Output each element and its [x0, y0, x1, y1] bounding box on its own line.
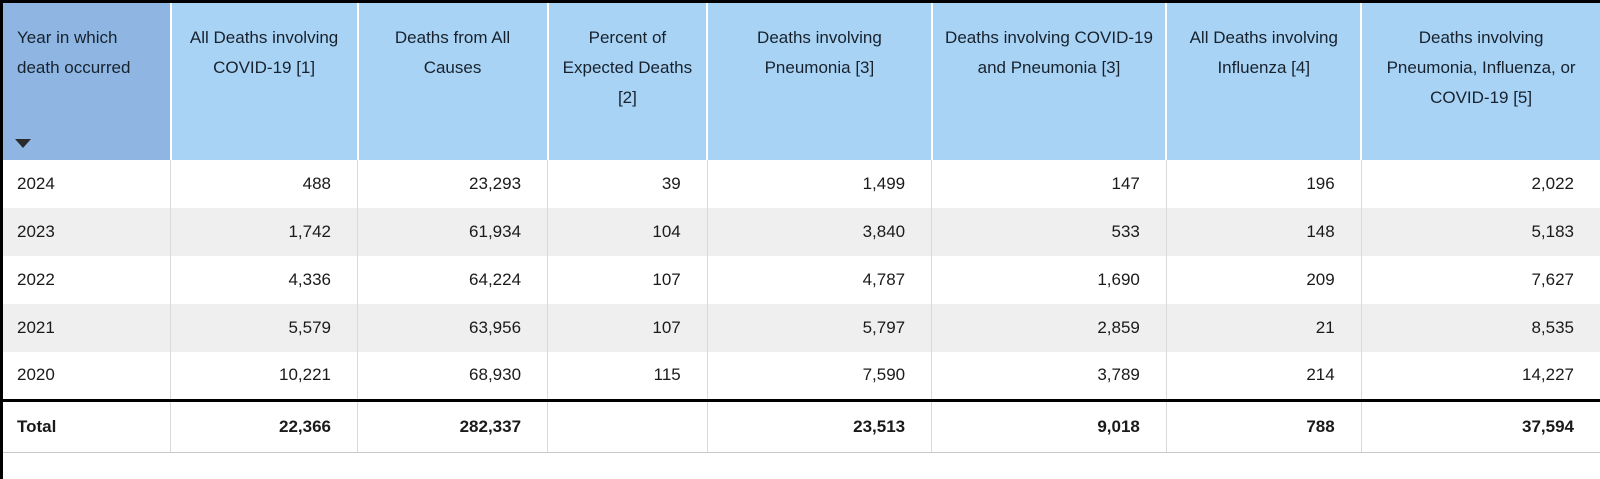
- table-header: Year in which death occurred All Deaths …: [3, 3, 1600, 160]
- year-cell: 2023: [3, 208, 171, 256]
- column-header-pic: Deaths involving Pneumonia, Influenza, o…: [1360, 3, 1600, 160]
- table-footer: Total 22,366 282,337 23,513 9,018 788 37…: [3, 398, 1600, 453]
- table-body: 2024 488 23,293 39 1,499 147 196 2,022 2023 1,742…: [3, 160, 1600, 400]
- value-cell: 68,930: [357, 352, 548, 400]
- column-header-covid-and-pneumonia: Deaths involving COVID-19 and Pneumonia …: [930, 3, 1167, 160]
- total-cell: 788: [1165, 398, 1362, 453]
- table-row: 2024 488 23,293 39 1,499 147 196 2,022: [3, 160, 1600, 208]
- value-cell: 4,336: [170, 256, 358, 304]
- value-cell: 7,627: [1360, 256, 1600, 304]
- table-row: 2020 10,221 68,930 115 7,590 3,789 214 14,227: [3, 352, 1600, 400]
- table-row: 2021 5,579 63,956 107 5,797 2,859 21 8,535: [3, 304, 1600, 352]
- table-row: 2022 4,336 64,224 107 4,787 1,690 209 7,627: [3, 256, 1600, 304]
- column-header-year[interactable]: Year in which death occurred: [3, 3, 171, 160]
- value-cell: 3,789: [931, 352, 1167, 400]
- value-cell: 21: [1165, 304, 1362, 352]
- value-cell: 1,499: [706, 160, 932, 208]
- value-cell: 196: [1165, 160, 1362, 208]
- value-cell: 3,840: [706, 208, 932, 256]
- value-cell: 104: [547, 208, 708, 256]
- value-cell: 107: [547, 304, 708, 352]
- value-cell: 115: [547, 352, 708, 400]
- column-header-year-label: Year in which death occurred: [17, 28, 131, 77]
- value-cell: 61,934: [357, 208, 548, 256]
- total-row: Total 22,366 282,337 23,513 9,018 788 37…: [3, 398, 1600, 453]
- table-row: 2023 1,742 61,934 104 3,840 533 148 5,183: [3, 208, 1600, 256]
- column-header-all-causes: Deaths from All Causes: [356, 3, 548, 160]
- value-cell: 5,579: [170, 304, 358, 352]
- total-label: Total: [3, 398, 171, 453]
- year-cell: 2021: [3, 304, 171, 352]
- value-cell: 2,859: [931, 304, 1167, 352]
- value-cell: 214: [1165, 352, 1362, 400]
- value-cell: 23,293: [357, 160, 548, 208]
- year-cell: 2020: [3, 352, 171, 400]
- sort-dropdown-icon[interactable]: [15, 139, 31, 148]
- value-cell: 7,590: [706, 352, 932, 400]
- value-cell: 5,183: [1360, 208, 1600, 256]
- column-header-percent-expected: Percent of Expected Deaths [2]: [546, 3, 708, 160]
- deaths-table: Year in which death occurred All Deaths …: [3, 3, 1600, 453]
- value-cell: 5,797: [706, 304, 932, 352]
- value-cell: 209: [1165, 256, 1362, 304]
- value-cell: 107: [547, 256, 708, 304]
- value-cell: 64,224: [357, 256, 548, 304]
- value-cell: 1,690: [931, 256, 1167, 304]
- value-cell: 14,227: [1360, 352, 1600, 400]
- value-cell: 39: [547, 160, 708, 208]
- value-cell: 533: [931, 208, 1167, 256]
- value-cell: 148: [1165, 208, 1362, 256]
- column-header-influenza: All Deaths involving Influenza [4]: [1165, 3, 1362, 160]
- value-cell: 147: [931, 160, 1167, 208]
- value-cell: 4,787: [706, 256, 932, 304]
- column-header-covid-deaths: All Deaths involving COVID-19 [1]: [169, 3, 358, 160]
- value-cell: 2,022: [1360, 160, 1600, 208]
- year-cell: 2024: [3, 160, 171, 208]
- value-cell: 1,742: [170, 208, 358, 256]
- total-cell: [547, 398, 708, 453]
- total-cell: 23,513: [706, 398, 932, 453]
- value-cell: 8,535: [1360, 304, 1600, 352]
- value-cell: 63,956: [357, 304, 548, 352]
- value-cell: 10,221: [170, 352, 358, 400]
- year-cell: 2022: [3, 256, 171, 304]
- column-header-pneumonia: Deaths involving Pneumonia [3]: [706, 3, 932, 160]
- total-cell: 22,366: [170, 398, 358, 453]
- total-cell: 37,594: [1360, 398, 1600, 453]
- value-cell: 488: [170, 160, 358, 208]
- total-cell: 9,018: [931, 398, 1167, 453]
- total-cell: 282,337: [357, 398, 548, 453]
